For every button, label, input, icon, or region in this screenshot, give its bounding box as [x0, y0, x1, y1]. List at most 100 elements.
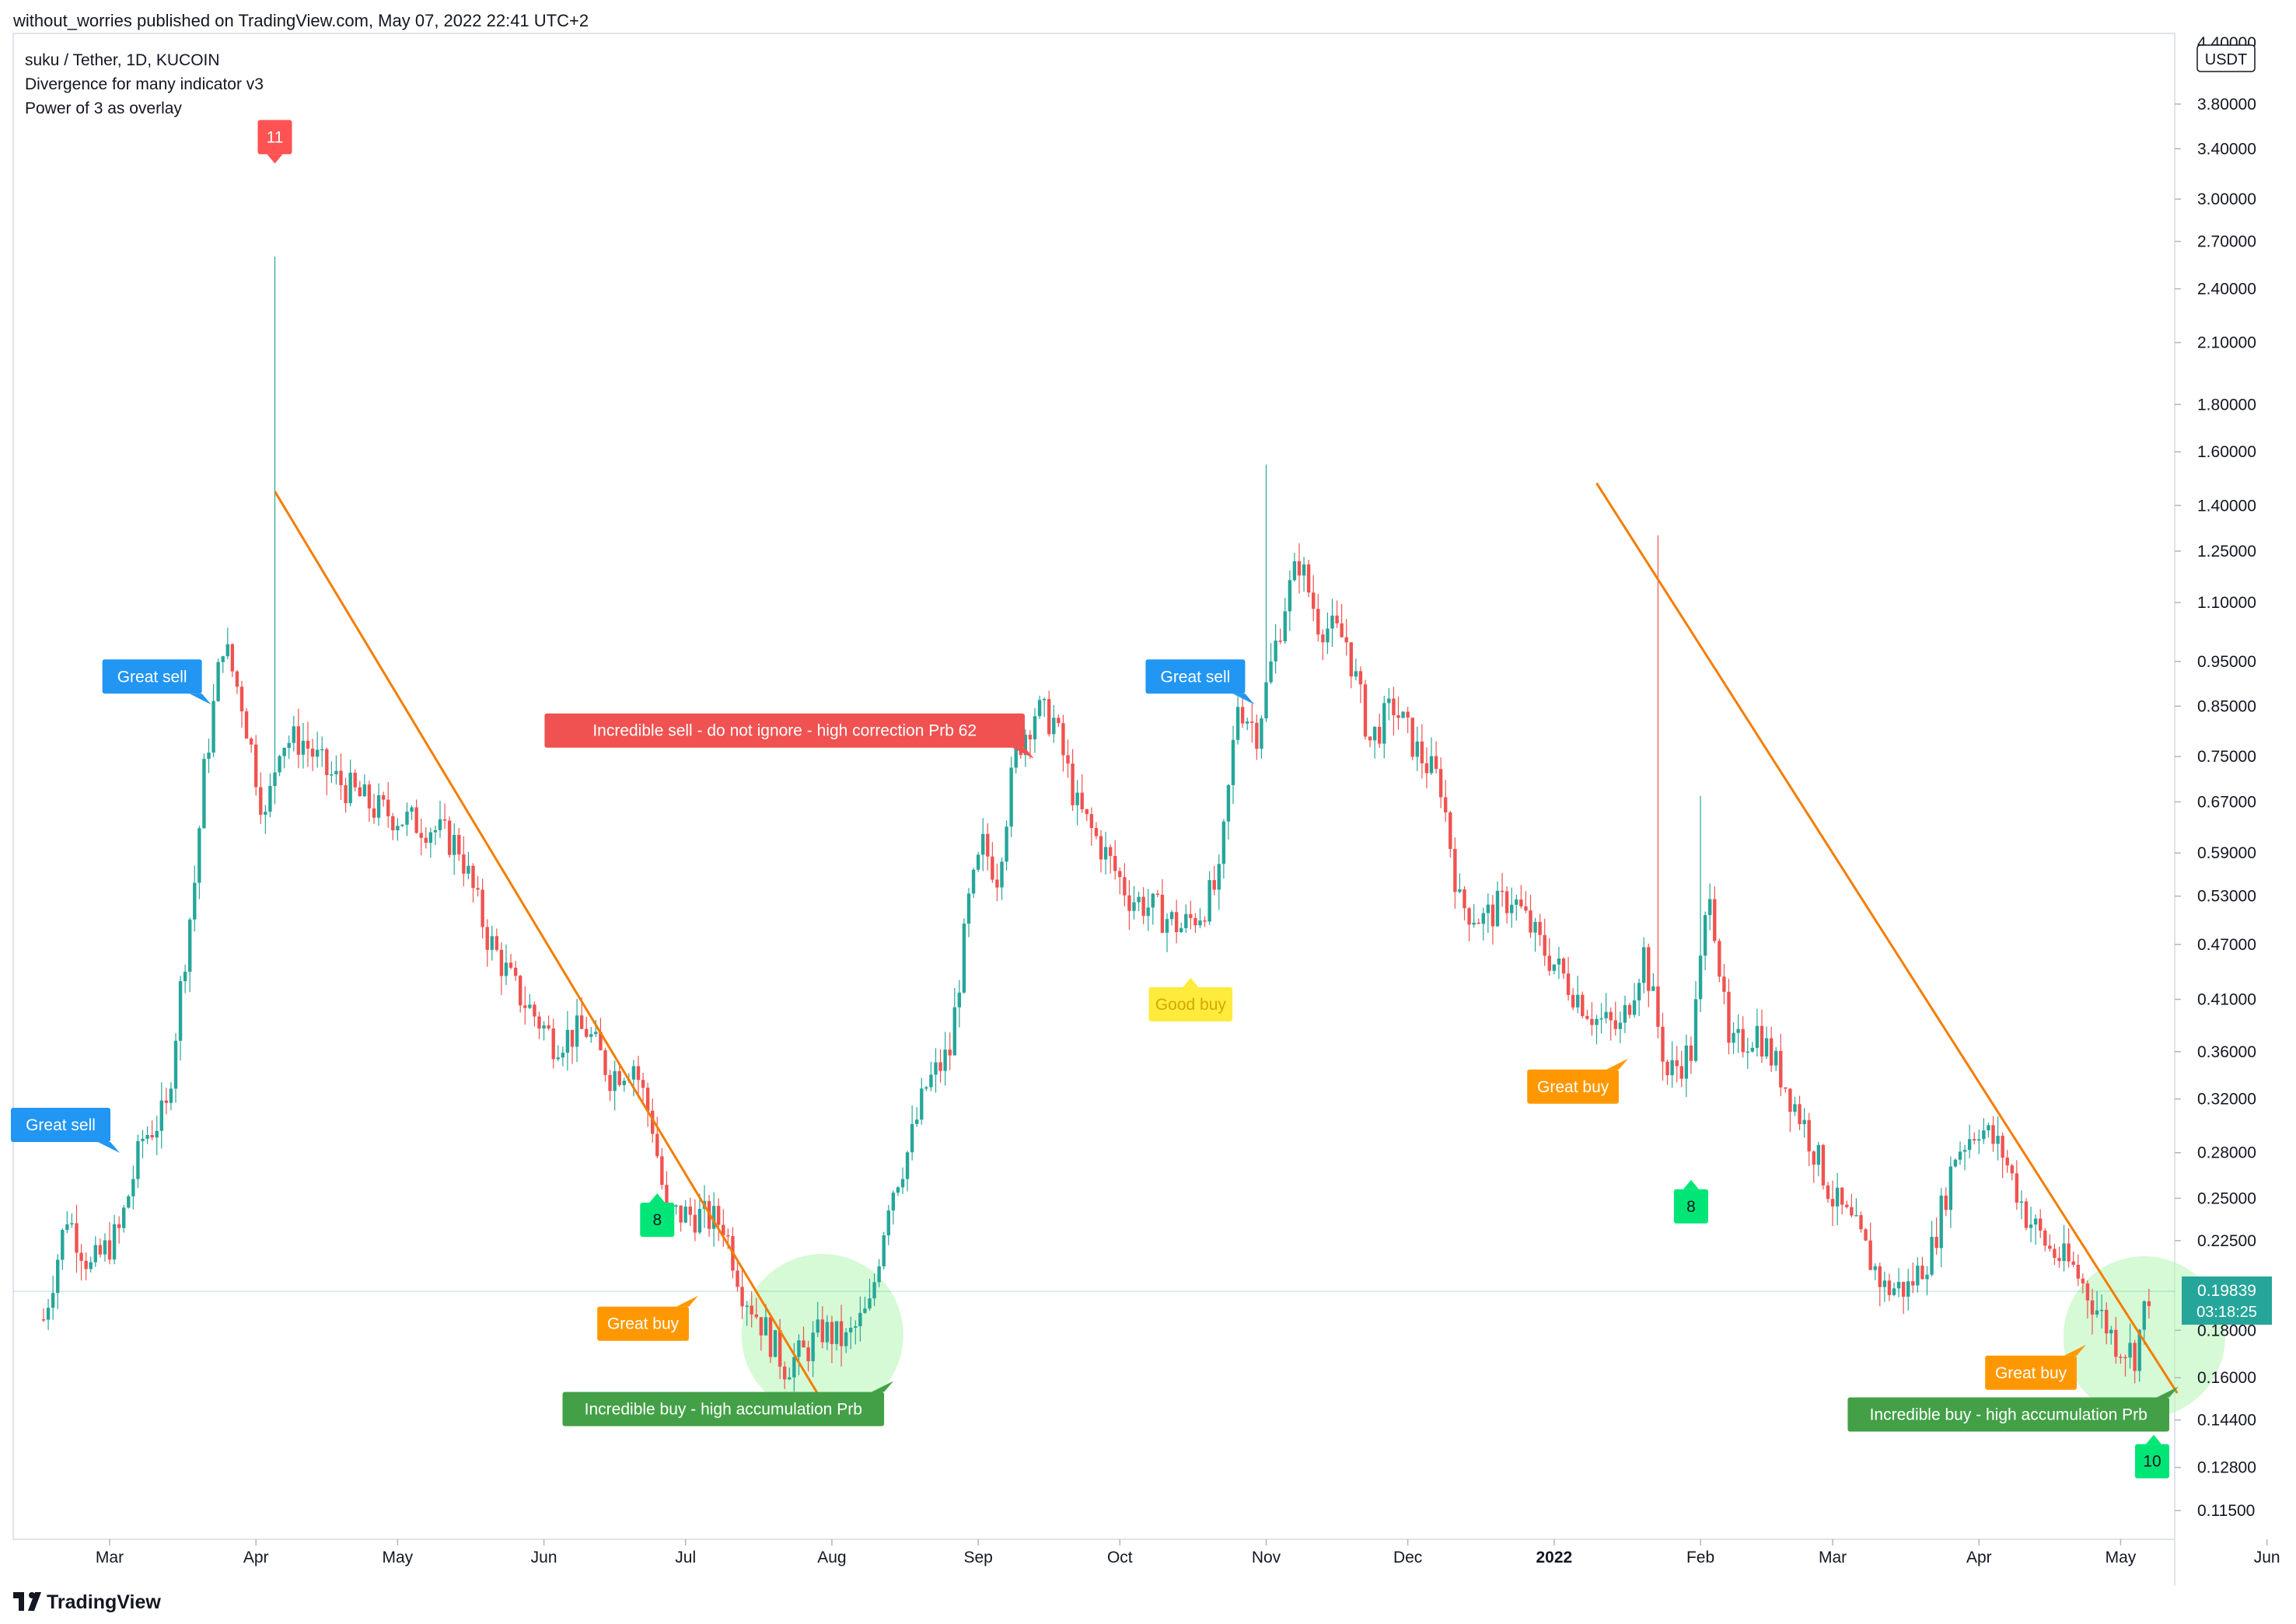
candle-body — [1802, 1119, 1806, 1125]
annotation-great-buy[interactable]: Great buy — [1527, 1058, 1629, 1104]
candle-body — [1807, 1119, 1811, 1152]
candle-body — [1255, 722, 1259, 749]
candle-body — [107, 1240, 112, 1260]
candle-body — [1679, 1066, 1683, 1079]
tradingview-logo-icon[interactable] — [13, 1592, 41, 1611]
candle-body — [414, 807, 418, 833]
candle-body — [519, 976, 522, 1006]
candle-body — [1495, 890, 1500, 927]
candle-body — [868, 1298, 872, 1309]
candle-body — [986, 833, 990, 857]
candle-body — [1174, 912, 1179, 933]
price-tick-label: 1.40000 — [2197, 497, 2256, 515]
candle-body — [381, 795, 386, 800]
candle-body — [754, 1314, 758, 1318]
candle-body — [1061, 723, 1065, 756]
candle-body — [1973, 1139, 1976, 1141]
annotation-box — [597, 1306, 689, 1341]
candle-body — [1278, 640, 1282, 642]
candle-body — [2019, 1201, 2024, 1203]
price-tick-label: 0.16000 — [2197, 1369, 2256, 1387]
candle-body — [603, 1049, 607, 1075]
candle-body — [2039, 1218, 2043, 1231]
time-tick-label: May — [383, 1549, 414, 1566]
trendline[interactable] — [274, 491, 833, 1418]
price-tick-label: 0.28000 — [2197, 1144, 2256, 1162]
candle-body — [991, 856, 994, 880]
candle-body — [759, 1317, 764, 1336]
candle-body — [93, 1245, 97, 1263]
candle-body — [225, 644, 229, 657]
annotation-great-sell[interactable]: Great sell — [11, 1108, 120, 1154]
candle-body — [1604, 1011, 1608, 1018]
annotation-box — [544, 713, 1026, 748]
candle-body — [442, 819, 447, 821]
candle-body — [1798, 1104, 1802, 1125]
price-tick-label: 1.60000 — [2197, 443, 2256, 461]
annotation-count-up[interactable]: 8 — [640, 1193, 675, 1237]
candle-body — [1826, 1185, 1830, 1200]
annotation-great-sell[interactable]: Great sell — [1145, 659, 1255, 705]
candle-body — [1260, 718, 1263, 749]
candle-body — [1599, 1018, 1603, 1020]
candle-body — [1155, 893, 1160, 896]
indicator-legend-1[interactable]: Divergence for many indicator v3 — [25, 75, 264, 93]
plot-frame — [12, 33, 2175, 1540]
annotation-count-up[interactable]: 10 — [2135, 1434, 2169, 1479]
candle-body — [46, 1308, 51, 1320]
candle-body — [1438, 769, 1443, 798]
candle-body — [282, 748, 286, 756]
candle-body — [424, 837, 428, 843]
candle-body — [1269, 661, 1273, 683]
annotation-label: Incredible buy - high accumulation Prb — [1870, 1406, 2147, 1424]
candle-body — [2123, 1357, 2127, 1359]
candle-body — [207, 753, 211, 760]
candle-body — [556, 1057, 560, 1060]
annotation-great-buy[interactable]: Great buy — [1985, 1344, 2086, 1390]
candle-body — [1387, 698, 1391, 704]
candle-body — [711, 1206, 716, 1229]
candle-body — [396, 826, 400, 831]
price-tick-label: 3.40000 — [2197, 140, 2256, 158]
candle-body — [1151, 893, 1155, 908]
candle-body — [2147, 1301, 2151, 1307]
candle-body — [2005, 1158, 2009, 1166]
symbol-legend[interactable]: suku / Tether, 1D, KUCOIN — [25, 51, 220, 69]
candle-body — [136, 1140, 140, 1179]
annotation-count-up[interactable]: 8 — [1673, 1179, 1708, 1224]
annotation-incredible-sell[interactable]: Incredible sell - do not ignore - high c… — [544, 713, 1035, 759]
annotation-label: Great buy — [607, 1315, 680, 1333]
candle-body — [1642, 947, 1646, 983]
trendline[interactable] — [1595, 482, 2179, 1394]
annotation-good-buy[interactable]: Good buy — [1148, 977, 1233, 1022]
candle-body — [1203, 920, 1207, 922]
annotation-count-down[interactable]: 11 — [257, 120, 292, 164]
price-tick-label: 0.47000 — [2197, 936, 2256, 954]
candle-body — [1420, 741, 1424, 763]
annotation-great-buy[interactable]: Great buy — [597, 1295, 698, 1341]
annotation-box — [1148, 987, 1233, 1022]
candle-body — [764, 1317, 768, 1336]
annotation-great-sell[interactable]: Great sell — [102, 659, 211, 705]
candle-body — [1859, 1215, 1863, 1230]
price-tick-label: 0.59000 — [2197, 844, 2256, 862]
candle-body — [244, 711, 249, 739]
candle-body — [962, 924, 966, 993]
candle-body — [1958, 1151, 1962, 1160]
candle-body — [1344, 637, 1348, 643]
candle-body — [1987, 1125, 1990, 1131]
candle-body — [1812, 1151, 1815, 1165]
candle-body — [910, 1123, 914, 1153]
candle-body — [533, 1004, 536, 1017]
tradingview-brand[interactable]: TradingView — [47, 1591, 161, 1613]
candle-body — [164, 1100, 169, 1103]
annotation-incredible-buy[interactable]: Incredible buy - high accumulation Prb — [562, 1381, 894, 1427]
candle-body — [1967, 1139, 1972, 1151]
annotation-incredible-buy[interactable]: Incredible buy - high accumulation Prb — [1847, 1386, 2179, 1432]
candle-body — [565, 1029, 570, 1053]
candle-body — [268, 786, 272, 812]
currency-label[interactable]: USDT — [2205, 51, 2247, 68]
annotation-label: Great buy — [1995, 1364, 2067, 1382]
indicator-legend-2[interactable]: Power of 3 as overlay — [25, 100, 182, 117]
time-tick-label: Mar — [96, 1549, 124, 1566]
